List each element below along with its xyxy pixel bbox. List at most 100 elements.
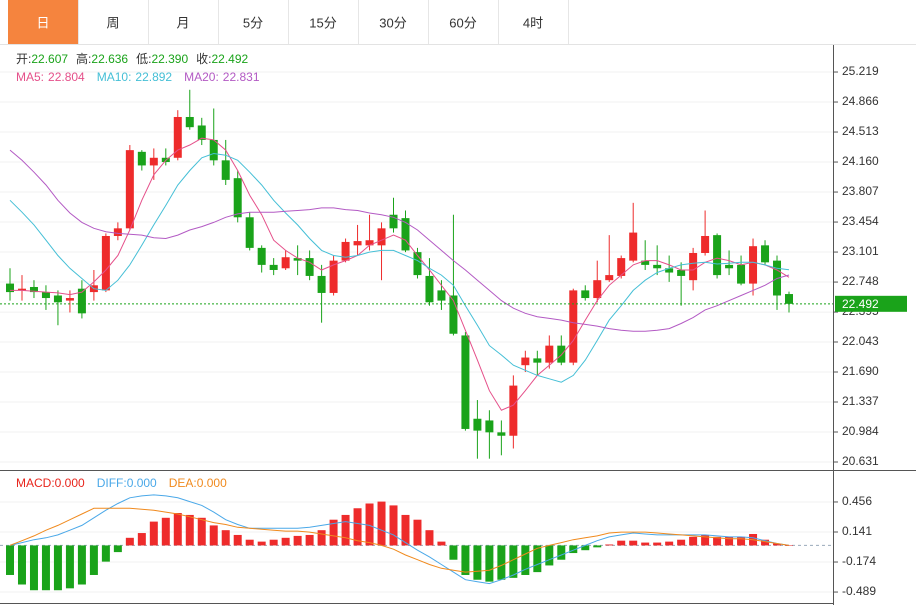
tab[interactable]: 日 (8, 0, 78, 44)
tab-label[interactable]: 周 (106, 15, 119, 30)
macd-legend: MACD:0.000 DIFF:0.000 DEA:0.000 (16, 476, 227, 490)
candle-body (173, 116, 182, 158)
candle-body (569, 290, 578, 363)
macd-bar (773, 543, 782, 546)
macd-bar (161, 517, 170, 546)
macd-bar (233, 534, 242, 546)
y-tick-label: 21.337 (842, 394, 879, 408)
macd-bar (449, 545, 458, 560)
candle-body (353, 241, 362, 246)
candle-body (6, 283, 14, 293)
tab-label[interactable]: 15分 (309, 15, 336, 30)
tab-label[interactable]: 日 (36, 15, 49, 30)
ma-line (10, 137, 790, 411)
candle-body (113, 228, 122, 236)
candle-body (485, 420, 494, 433)
macd-bar (437, 541, 446, 546)
macd-bar (557, 545, 566, 560)
candle-body (413, 252, 422, 276)
tab-background[interactable] (428, 0, 498, 44)
quote-value: 22.492 (211, 52, 248, 66)
macd-bar (41, 545, 50, 591)
macd-bar (641, 542, 650, 546)
legend-value: 0.000 (127, 476, 157, 490)
macd-bar (101, 545, 110, 562)
candle-body (605, 275, 614, 281)
candle-body (197, 125, 206, 140)
candle-body (293, 258, 302, 261)
macd-bar (89, 545, 98, 575)
y-tick-label: 25.219 (842, 64, 879, 78)
legend-name: DEA: (169, 476, 197, 490)
macd-bar (653, 542, 662, 546)
macd-bar (737, 536, 746, 546)
candle-body (677, 269, 686, 276)
ma-legend: MA5: 22.804 MA10: 22.892 MA20: 22.831 (16, 70, 260, 84)
tab[interactable]: 4时 (498, 0, 568, 44)
tab-background[interactable] (358, 0, 428, 44)
candle-body (269, 264, 278, 270)
macd-bar (485, 545, 494, 582)
tab-background[interactable] (78, 0, 148, 44)
macd-bar (689, 536, 698, 546)
tab-background[interactable] (498, 0, 568, 44)
legend-name: MA5: (16, 70, 44, 84)
candle-body (377, 228, 386, 246)
tab[interactable]: 5分 (218, 0, 288, 44)
candle-body (653, 264, 662, 269)
tab-background[interactable] (8, 0, 78, 44)
tab-background[interactable] (288, 0, 358, 44)
candle-body (461, 335, 470, 429)
candle-body (581, 290, 590, 299)
tab[interactable]: 30分 (358, 0, 428, 44)
tab-background[interactable] (218, 0, 288, 44)
macd-bar (197, 517, 206, 546)
tab-label[interactable]: 月 (176, 15, 189, 30)
candle-body (185, 116, 194, 128)
macd-bar (581, 545, 590, 551)
candle-body (149, 157, 158, 166)
macd-bar (761, 539, 770, 546)
y-tick-label: 0.456 (842, 494, 872, 508)
candle-body (713, 235, 722, 276)
y-tick-label: 21.690 (842, 364, 879, 378)
legend-value: 22.804 (48, 70, 85, 84)
current-price-box (835, 295, 907, 312)
tab-label[interactable]: 30分 (379, 15, 406, 30)
current-price-label: 22.492 (842, 297, 879, 311)
candle-body (737, 264, 746, 284)
legend-value: 22.831 (223, 70, 260, 84)
candle-body (233, 178, 242, 218)
candle-body (245, 217, 254, 248)
candle-body (29, 286, 38, 293)
y-tick-label: 23.454 (842, 214, 879, 228)
tab-label[interactable]: 60分 (449, 15, 476, 30)
y-tick-label: 22.043 (842, 334, 879, 348)
tab-background[interactable] (148, 0, 218, 44)
tab[interactable]: 周 (78, 0, 148, 44)
tab-label[interactable]: 4时 (523, 15, 543, 30)
tab[interactable]: 60分 (428, 0, 498, 44)
tab[interactable]: 15分 (288, 0, 358, 44)
macd-bar (293, 535, 302, 546)
macd-bar (209, 525, 218, 546)
y-tick-label: 23.807 (842, 184, 879, 198)
tab-label[interactable]: 5分 (243, 15, 263, 30)
macd-bar (317, 530, 326, 546)
macd-bar (6, 545, 14, 575)
macd-bar (521, 545, 530, 575)
candle-body (761, 245, 770, 263)
candle-body (41, 292, 50, 299)
macd-line (9, 507, 790, 573)
candle-body (641, 260, 650, 265)
macd-bar (245, 539, 254, 546)
macd-bar (269, 539, 278, 546)
y-tick-label: 24.160 (842, 154, 879, 168)
macd-bar (257, 541, 266, 546)
candle-body (689, 252, 698, 281)
macd-bar (185, 514, 194, 546)
y-tick-label: 20.984 (842, 424, 879, 438)
tab[interactable]: 月 (148, 0, 218, 44)
macd-bar (665, 541, 674, 546)
